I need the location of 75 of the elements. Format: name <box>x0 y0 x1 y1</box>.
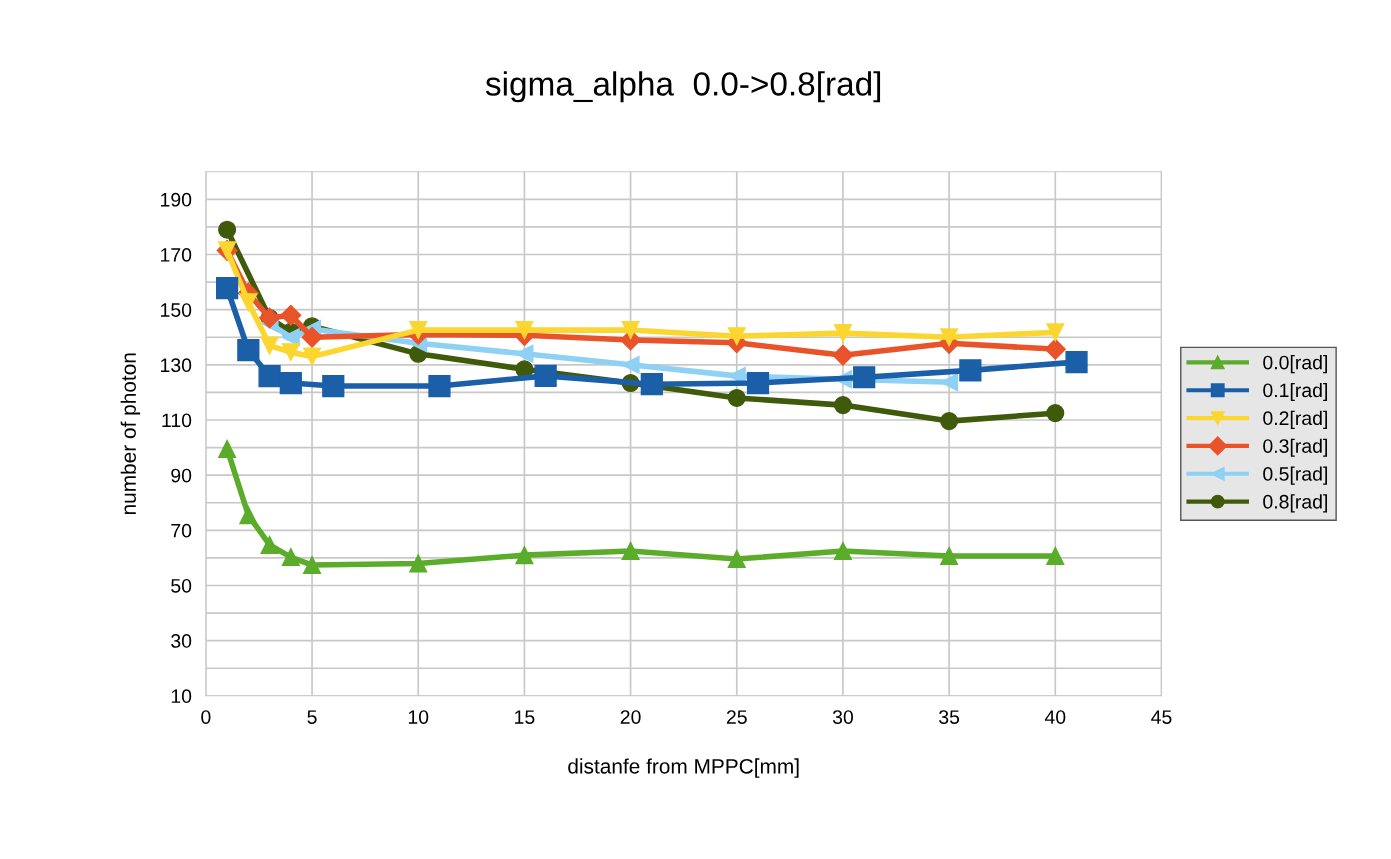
x-tick-label: 0 <box>201 710 211 724</box>
point <box>215 277 239 300</box>
legend-label: 0.5[rad] <box>1263 466 1327 485</box>
legend-label: 0.8[rad] <box>1263 494 1327 513</box>
x-tick-label: 45 <box>1151 710 1172 724</box>
point <box>409 554 428 573</box>
y-tick-label: 50 <box>171 578 192 593</box>
point <box>832 344 854 366</box>
y-tick-label: 190 <box>161 192 192 207</box>
point <box>1046 404 1065 423</box>
point <box>1044 338 1066 360</box>
point <box>727 388 746 407</box>
x-tick-label: 20 <box>620 710 641 724</box>
point <box>940 412 959 431</box>
point <box>833 396 852 415</box>
x-tick-label: 30 <box>832 710 853 724</box>
point <box>258 365 281 388</box>
point <box>218 439 237 458</box>
point <box>940 328 959 347</box>
point <box>621 321 640 340</box>
point <box>515 546 534 565</box>
point <box>515 321 534 340</box>
x-tick-label: 10 <box>408 710 429 724</box>
y-tick-label: 10 <box>171 689 192 704</box>
point <box>727 327 746 346</box>
point <box>853 366 876 389</box>
point <box>281 343 300 362</box>
legend-label: 0.0[rad] <box>1263 355 1327 374</box>
point <box>237 339 260 362</box>
legend-label: 0.1[rad] <box>1263 382 1327 402</box>
legend-label: 0.2[rad] <box>1263 410 1327 429</box>
x-tick-label: 25 <box>726 710 747 724</box>
point <box>279 371 302 395</box>
point <box>303 347 322 366</box>
legend-label: 0.3[rad] <box>1263 438 1327 457</box>
point <box>1046 323 1065 342</box>
point <box>260 535 279 554</box>
point <box>746 371 770 395</box>
point <box>940 546 959 565</box>
chart-title: sigma_alpha 0.0->0.8[rad] <box>485 71 881 103</box>
x-tick-label: 40 <box>1044 710 1066 724</box>
point <box>621 355 640 374</box>
point <box>281 328 300 347</box>
point <box>260 336 279 355</box>
x-tick-label: 35 <box>939 710 960 724</box>
point <box>322 374 345 398</box>
y-tick-label: 90 <box>171 468 192 483</box>
y-tick-label: 110 <box>162 413 192 428</box>
point <box>280 304 302 326</box>
point <box>1046 546 1065 565</box>
point <box>303 556 322 575</box>
point <box>534 364 557 387</box>
point <box>239 506 258 525</box>
x-tick-label: 5 <box>307 710 317 724</box>
point <box>959 359 982 382</box>
y-axis-title: number of photon <box>120 353 141 515</box>
point <box>833 541 852 561</box>
point <box>727 549 746 569</box>
point <box>428 374 451 398</box>
y-tick-label: 30 <box>171 634 192 648</box>
point <box>239 293 258 312</box>
point <box>1065 350 1088 374</box>
point <box>833 324 852 343</box>
point <box>218 220 237 239</box>
y-tick-label: 130 <box>161 358 192 373</box>
x-axis-title: distanfe from MPPC[mm] <box>568 758 799 778</box>
point <box>640 373 663 396</box>
point <box>301 326 323 348</box>
point <box>621 541 640 561</box>
y-tick-label: 170 <box>161 248 192 262</box>
y-tick-label: 150 <box>161 303 192 317</box>
point <box>409 321 428 340</box>
y-tick-label: 70 <box>171 523 192 538</box>
point <box>281 548 300 567</box>
x-tick-label: 15 <box>515 710 535 724</box>
